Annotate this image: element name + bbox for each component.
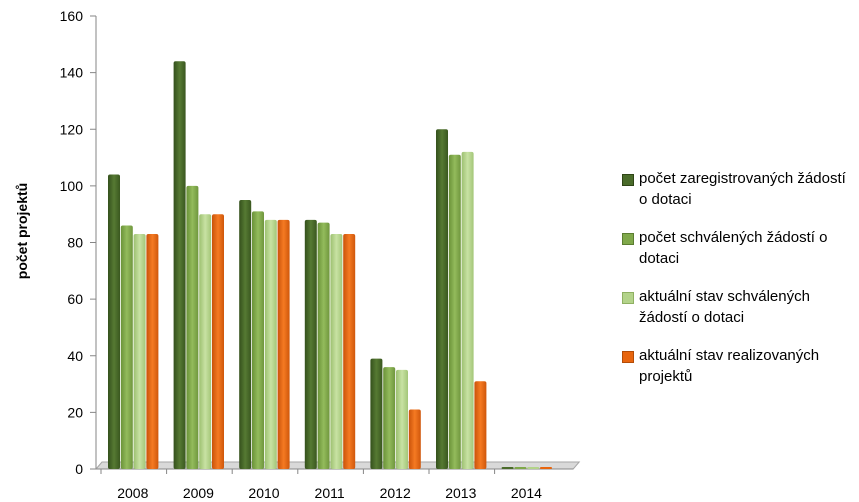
bar-body <box>304 219 317 469</box>
bar <box>186 185 199 469</box>
bar-body <box>252 211 264 469</box>
bar-body <box>317 222 330 469</box>
bar-body <box>436 129 448 469</box>
y-tick-label: 60 <box>67 291 83 307</box>
bar-body <box>370 358 383 469</box>
bar-body <box>396 369 408 469</box>
bar-body <box>343 234 356 469</box>
bar-body <box>408 409 421 469</box>
bar-body <box>540 467 552 469</box>
x-tick-label: 2013 <box>445 485 476 501</box>
bar <box>133 234 146 469</box>
x-tick-label: 2010 <box>248 485 279 501</box>
bar <box>173 61 186 470</box>
bar-body <box>146 234 159 469</box>
bars <box>108 61 552 470</box>
bar <box>540 467 552 469</box>
bar-body <box>133 234 146 469</box>
bar-body <box>212 214 224 469</box>
x-tick-label: 2014 <box>511 485 542 501</box>
bar <box>514 467 527 469</box>
legend-item-approved: počet schválených žádostí o dotaci <box>622 227 858 269</box>
legend: počet zaregistrovaných žádostí o dotaci … <box>622 168 858 404</box>
x-tick-label: 2012 <box>380 485 411 501</box>
y-axis-label: počet projektů <box>14 183 30 279</box>
bar-body <box>108 174 120 470</box>
bar <box>343 234 356 469</box>
bar <box>436 129 448 469</box>
bar <box>212 214 224 469</box>
legend-label-registered: počet zaregistrovaných žádostí o dotaci <box>639 170 846 208</box>
bar-body <box>383 367 396 469</box>
legend-swatch-registered <box>622 174 634 186</box>
bar <box>448 154 461 469</box>
y-tick-label: 100 <box>60 178 84 194</box>
bar <box>108 174 120 470</box>
legend-swatch-realized <box>622 351 634 363</box>
bar-body <box>120 225 133 469</box>
bar <box>264 219 277 469</box>
bar-body <box>448 154 461 469</box>
bar-body <box>461 151 474 469</box>
legend-item-registered: počet zaregistrovaných žádostí o dotaci <box>622 168 858 210</box>
bar <box>120 225 133 469</box>
bar <box>252 211 264 469</box>
bar <box>408 409 421 469</box>
bar-body <box>264 219 277 469</box>
bar <box>474 381 487 469</box>
x-tick-label: 2009 <box>183 485 214 501</box>
legend-label-approved: počet schválených žádostí o dotaci <box>639 229 828 267</box>
bar-body <box>239 200 252 469</box>
bar <box>239 200 252 469</box>
legend-item-current-approved: aktuální stav schválených žádostí o dota… <box>622 286 858 328</box>
bar-body <box>330 234 343 469</box>
x-tick-label: 2008 <box>117 485 148 501</box>
y-tick-label: 140 <box>60 65 84 81</box>
bar-body <box>501 467 514 469</box>
legend-label-current-approved: aktuální stav schválených žádostí o dota… <box>639 288 810 326</box>
bar <box>501 467 514 469</box>
y-tick-label: 80 <box>67 235 83 251</box>
y-tick-label: 160 <box>60 8 84 24</box>
bar <box>146 234 159 469</box>
bar-body <box>474 381 487 469</box>
legend-item-realized: aktuální stav realizovaných projektů <box>622 345 858 387</box>
bar-body <box>514 467 527 469</box>
legend-swatch-approved <box>622 233 634 245</box>
y-tick-label: 0 <box>75 461 83 477</box>
bar-body <box>186 185 199 469</box>
bar-body <box>527 467 540 469</box>
y-tick-label: 20 <box>67 404 83 420</box>
y-tick-label: 120 <box>60 121 84 137</box>
bar <box>304 219 317 469</box>
bar-body <box>277 219 290 469</box>
y-tick-label: 40 <box>67 348 83 364</box>
bar-body <box>199 214 212 469</box>
bar <box>383 367 396 469</box>
legend-swatch-current-approved <box>622 292 634 304</box>
bar <box>277 219 290 469</box>
legend-label-realized: aktuální stav realizovaných projektů <box>639 347 820 385</box>
bar <box>199 214 212 469</box>
bar <box>370 358 383 469</box>
bar <box>461 151 474 469</box>
bar <box>396 369 408 469</box>
bar <box>527 467 540 469</box>
bar <box>330 234 343 469</box>
bar <box>317 222 330 469</box>
x-tick-label: 2011 <box>315 485 345 501</box>
bar-body <box>173 61 186 470</box>
